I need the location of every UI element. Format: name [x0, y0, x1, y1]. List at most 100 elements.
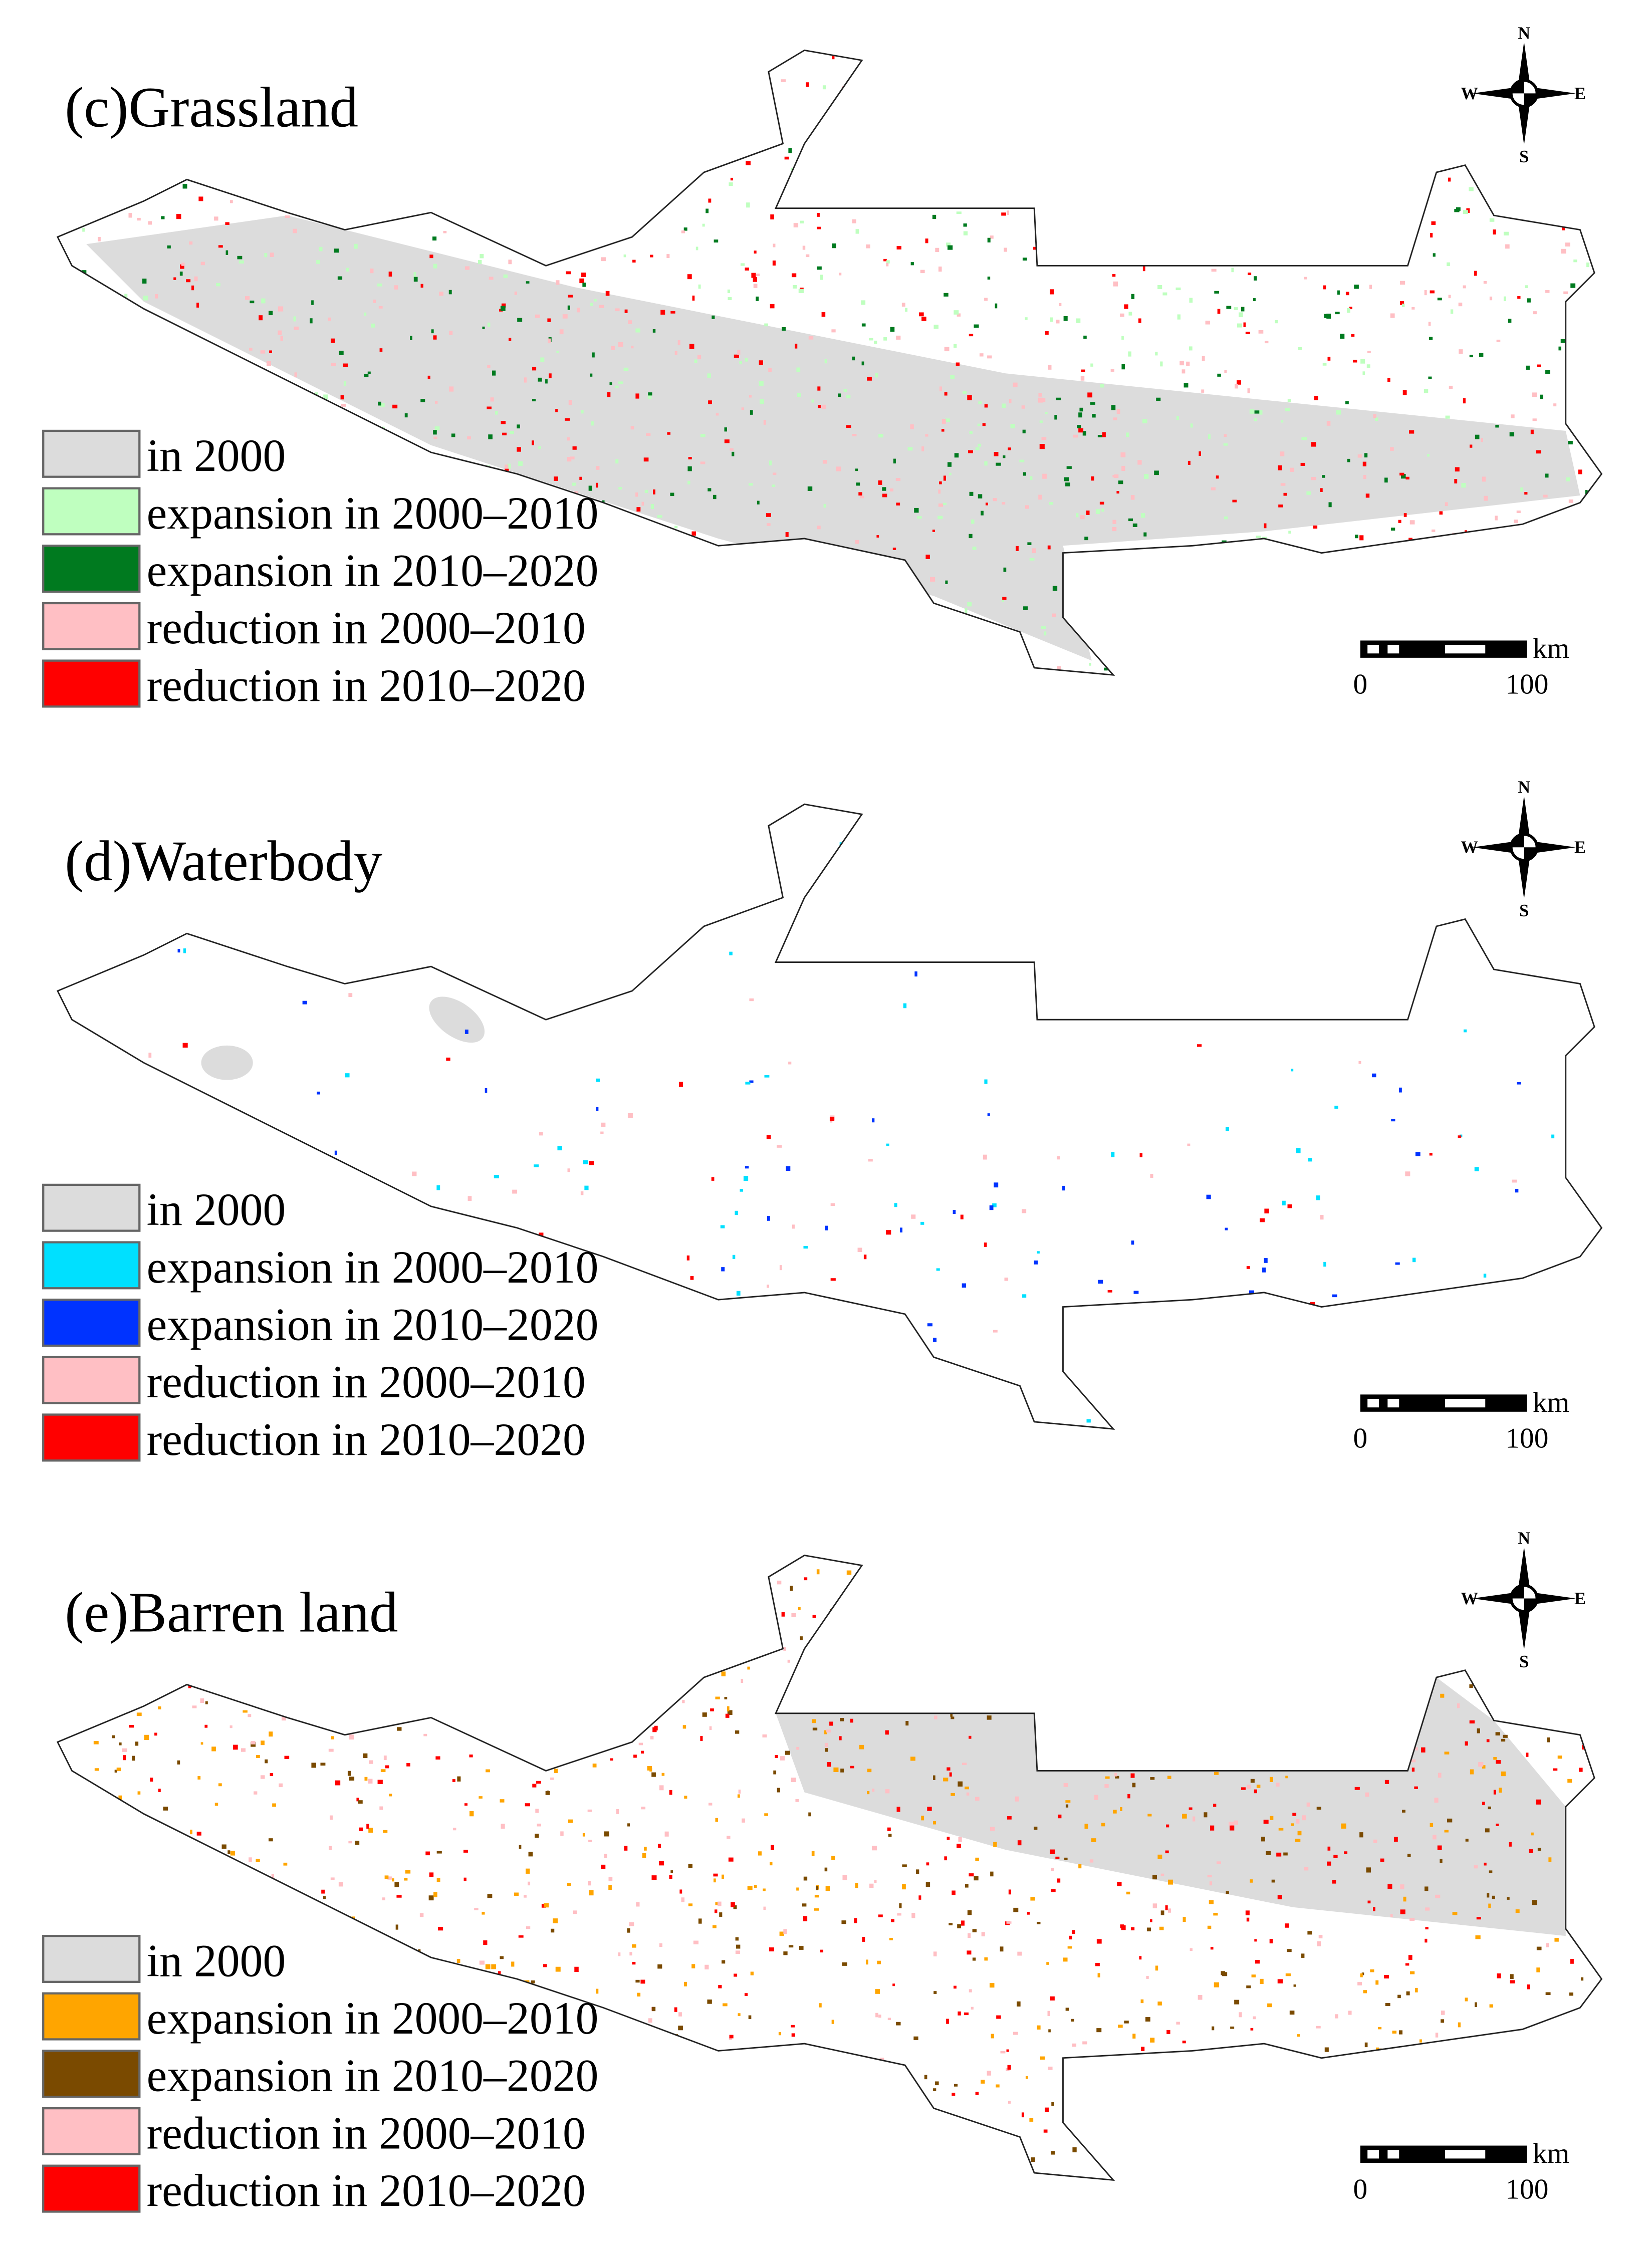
- change-pixel: [555, 1966, 561, 1972]
- change-pixel: [144, 1734, 149, 1740]
- change-pixel: [816, 1569, 820, 1575]
- scale-tick-label: 0: [1353, 2174, 1368, 2205]
- change-pixel: [1400, 473, 1406, 479]
- change-pixel: [1186, 361, 1190, 366]
- change-pixel: [567, 305, 570, 310]
- change-pixel: [1510, 414, 1515, 418]
- change-pixel: [1027, 542, 1032, 546]
- change-pixel: [846, 395, 851, 398]
- change-pixel: [791, 273, 797, 278]
- change-pixel: [1029, 558, 1035, 561]
- change-pixel: [958, 1781, 963, 1787]
- change-pixel: [256, 1859, 260, 1862]
- legend-label: in 2000: [147, 1184, 286, 1235]
- change-pixel: [359, 1827, 363, 1831]
- change-pixel: [1410, 1971, 1415, 1974]
- change-pixel: [1316, 1807, 1321, 1810]
- change-pixel: [817, 213, 820, 217]
- change-pixels: [81, 56, 1589, 671]
- scale-tick-label: 100: [1505, 1422, 1548, 1454]
- change-pixel: [896, 335, 901, 340]
- change-pixel: [1205, 321, 1210, 325]
- change-pixel: [648, 392, 652, 396]
- change-pixel: [867, 377, 872, 381]
- change-pixel: [1079, 407, 1083, 412]
- change-pixel: [1448, 177, 1451, 182]
- change-pixel: [1397, 1994, 1401, 1998]
- change-pixel: [1043, 2129, 1048, 2133]
- change-pixel: [957, 313, 961, 317]
- change-pixel: [829, 1721, 833, 1726]
- change-pixel: [1246, 1266, 1250, 1269]
- change-pixel: [812, 1719, 816, 1723]
- change-pixel: [1190, 1948, 1193, 1951]
- change-pixel: [709, 1726, 712, 1730]
- change-pixel: [1387, 378, 1390, 382]
- change-pixel: [1375, 1980, 1379, 1985]
- change-pixel: [788, 148, 792, 153]
- change-pixel: [1126, 1891, 1130, 1895]
- change-pixel: [594, 299, 597, 302]
- change-pixel: [925, 238, 928, 243]
- change-pixel: [302, 1001, 307, 1005]
- change-pixel: [1365, 493, 1370, 498]
- change-pixel: [657, 1964, 662, 1969]
- change-pixel: [914, 508, 919, 513]
- change-pixel: [433, 1892, 437, 1897]
- change-pixel: [972, 1957, 976, 1961]
- legend-label: reduction in 2010–2020: [147, 2165, 586, 2216]
- change-pixel: [861, 361, 864, 366]
- change-pixel: [581, 273, 586, 278]
- change-pixel: [738, 1789, 741, 1794]
- change-pixel: [1231, 268, 1234, 273]
- change-pixel: [933, 1821, 936, 1825]
- change-pixel: [897, 1913, 901, 1916]
- change-pixel: [543, 1964, 547, 1967]
- change-pixel: [1440, 1859, 1443, 1863]
- change-pixel: [772, 260, 776, 266]
- change-pixel: [734, 354, 739, 358]
- change-pixel: [944, 1856, 947, 1861]
- change-pixel: [932, 214, 936, 219]
- change-pixel: [963, 231, 968, 235]
- change-pixel: [1277, 1979, 1283, 1983]
- change-pixel: [773, 243, 776, 247]
- change-pixel: [764, 1075, 770, 1078]
- change-pixel: [1216, 475, 1219, 479]
- change-pixel: [177, 949, 180, 953]
- legend-label: expansion in 2010–2020: [147, 1299, 599, 1350]
- change-pixel: [488, 434, 493, 439]
- change-pixel: [1398, 1087, 1402, 1093]
- change-pixel: [1057, 1156, 1060, 1160]
- change-pixel: [572, 446, 577, 450]
- change-pixel: [1239, 2012, 1242, 2018]
- change-pixel: [724, 1697, 728, 1699]
- change-pixel: [405, 1870, 411, 1874]
- change-pixel: [1527, 1984, 1530, 1989]
- change-pixel: [549, 373, 552, 378]
- change-pixel: [832, 243, 836, 248]
- change-pixel: [449, 386, 454, 392]
- change-pixel: [1002, 597, 1007, 600]
- change-pixel: [900, 1227, 903, 1232]
- change-pixel: [641, 1751, 644, 1754]
- legend-label: reduction in 2000–2010: [147, 1356, 586, 1407]
- change-pixel: [635, 492, 638, 497]
- change-pixel: [1328, 502, 1332, 508]
- change-pixel: [1264, 523, 1267, 529]
- change-pixel: [704, 1964, 709, 1969]
- change-pixel: [505, 464, 509, 469]
- compass-center: [1511, 80, 1537, 107]
- change-pixel: [987, 237, 991, 242]
- change-pixel: [796, 1746, 800, 1750]
- change-pixel: [627, 1928, 630, 1933]
- change-pixel: [1352, 360, 1357, 363]
- change-pixel: [965, 1884, 969, 1888]
- change-pixel: [1096, 1939, 1102, 1944]
- change-pixel: [311, 1763, 317, 1768]
- change-pixel: [1033, 246, 1037, 250]
- change-pixel: [1304, 1867, 1309, 1871]
- change-pixel: [808, 1812, 811, 1817]
- change-pixel: [925, 434, 928, 437]
- change-pixel: [806, 254, 810, 258]
